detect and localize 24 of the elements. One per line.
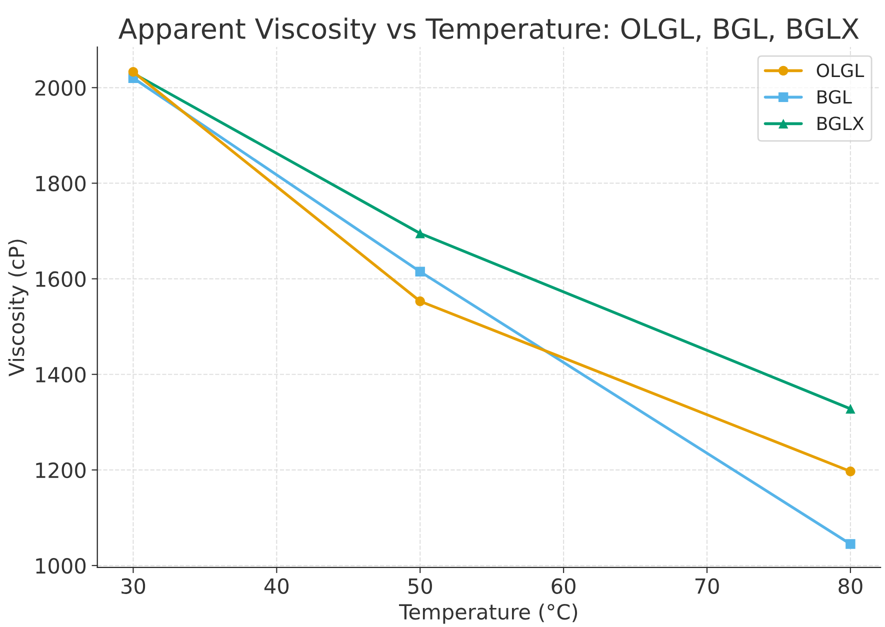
y-tick-label: 1000	[36, 558, 86, 574]
x-tick-label: 50	[408, 578, 432, 594]
x-tick-label: 60	[552, 578, 576, 594]
y-tick-label: 2000	[35, 80, 86, 96]
chart-title: Apparent Viscosity vs Temperature: OLGL, BGL, BGLX	[118, 18, 859, 44]
y-tick-label: 1800	[36, 176, 86, 192]
x-tick-label: 40	[264, 578, 289, 594]
legend-label: BGLX	[818, 116, 864, 130]
x-tick-label: 30	[122, 578, 146, 594]
point	[846, 466, 856, 476]
x-tick-label: 80	[838, 578, 862, 594]
point	[415, 266, 425, 276]
legend-label: BGL	[818, 90, 852, 104]
point	[846, 539, 856, 549]
y-axis-title: Viscosity (cP)	[8, 240, 28, 376]
point	[846, 404, 856, 414]
y-tick-label: 1400	[36, 366, 86, 383]
point	[415, 296, 425, 306]
y-tick-label: 1600	[36, 271, 86, 288]
x-tick-label: 70	[695, 578, 719, 594]
legend-label: OLGL	[816, 64, 864, 78]
y-tick-label: 1200	[36, 462, 86, 478]
x-axis-title: Temperature (°C)	[399, 604, 578, 624]
point	[415, 228, 425, 238]
